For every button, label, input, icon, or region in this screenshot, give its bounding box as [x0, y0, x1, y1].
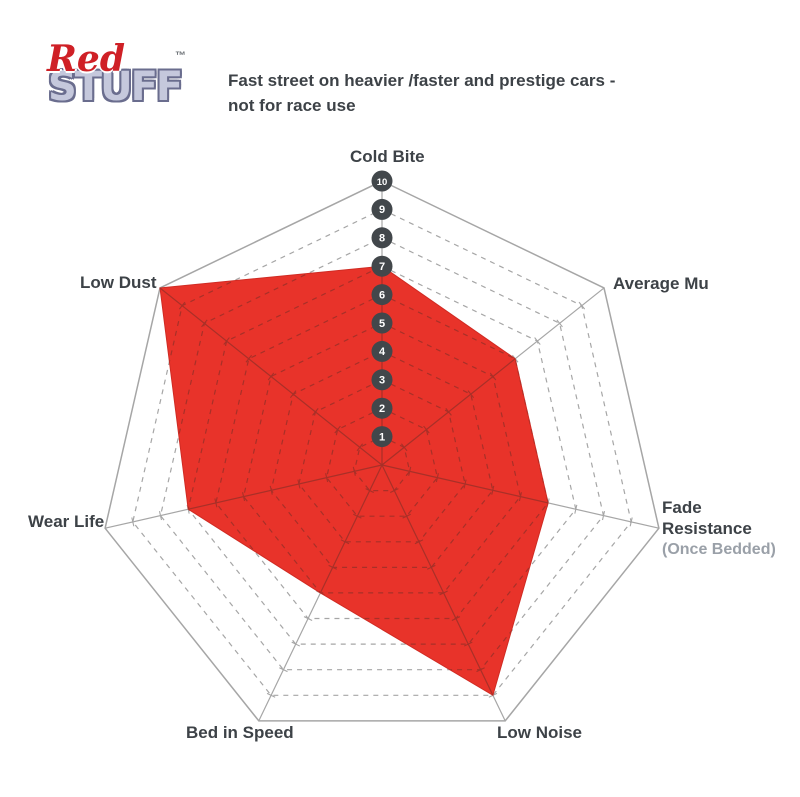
svg-text:9: 9	[379, 204, 385, 216]
svg-text:7: 7	[379, 261, 385, 273]
axis-label-average-mu: Average Mu	[613, 274, 709, 293]
logo-red-text: Red	[47, 38, 125, 80]
svg-text:8: 8	[379, 233, 385, 245]
svg-text:5: 5	[379, 318, 385, 330]
logo-stuff-text: STUFF	[48, 64, 183, 110]
subtitle-line-1: Fast street on heavier /faster and prest…	[228, 71, 616, 90]
svg-text:10: 10	[377, 177, 388, 188]
chart-subtitle: Fast street on heavier /faster and prest…	[228, 68, 615, 118]
axis-label-wear-life: Wear Life	[28, 512, 105, 531]
svg-text:1: 1	[379, 431, 385, 443]
svg-text:2: 2	[379, 403, 385, 415]
data-polygon	[159, 265, 549, 697]
axis-label-cold-bite: Cold Bite	[350, 147, 425, 166]
scale-axis: 1 2 3 4 5 6 7 8 9 10	[371, 170, 393, 448]
svg-text:4: 4	[379, 346, 386, 358]
axis-label-low-dust: Low Dust	[80, 273, 157, 292]
trademark-symbol: ™	[175, 50, 186, 62]
axis-label-low-noise: Low Noise	[497, 723, 583, 742]
axis-label-bed-in-speed: Bed in Speed	[186, 723, 294, 742]
svg-text:3: 3	[379, 375, 385, 387]
axis-label-fade-resistance: Fade Resistance (Once Bedded)	[662, 497, 776, 560]
svg-text:6: 6	[379, 289, 385, 301]
redstuff-logo: STUFF Red ™	[45, 36, 195, 136]
fade-resistance-line-2: Resistance	[662, 519, 752, 538]
subtitle-line-2: not for race use	[228, 96, 356, 115]
fade-resistance-line-1: Fade	[662, 498, 702, 517]
fade-resistance-line-3: (Once Bedded)	[662, 541, 776, 558]
